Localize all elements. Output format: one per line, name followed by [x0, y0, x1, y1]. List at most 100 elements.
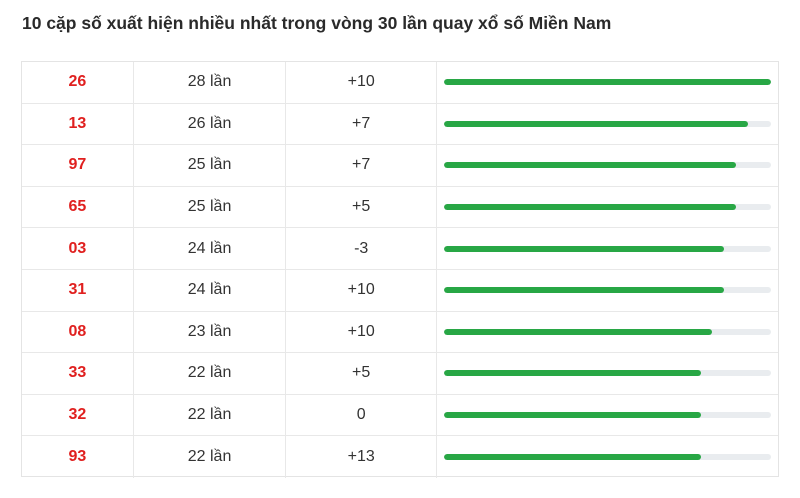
lottery-number: 32 — [68, 406, 87, 424]
progress-track — [444, 287, 771, 294]
change-cell: +10 — [286, 311, 437, 353]
progress-track — [444, 204, 771, 211]
progress-track — [444, 412, 771, 419]
progress-cell — [437, 104, 778, 145]
number-cell: 33 — [22, 353, 134, 394]
progress-cell — [437, 228, 778, 269]
progress-cell — [437, 312, 778, 353]
page-title: 10 cặp số xuất hiện nhiều nhất trong vòn… — [22, 13, 612, 33]
progress-cell — [437, 270, 778, 311]
number-cell: 65 — [22, 186, 134, 228]
times-cell: 25 lần — [134, 145, 287, 186]
progress-fill — [444, 328, 713, 335]
occurrence-count: 24 lần — [187, 239, 232, 257]
number-cell: 08 — [22, 311, 134, 353]
times-cell: 23 lần — [134, 311, 287, 353]
lottery-number: 13 — [68, 114, 87, 132]
number-cell: 26 — [22, 62, 134, 103]
lottery-number: 03 — [68, 239, 87, 257]
table-row: 97 25 lần +7 — [22, 145, 778, 187]
progress-fill — [444, 287, 725, 294]
progress-track — [444, 120, 771, 127]
number-cell: 32 — [22, 394, 134, 436]
lottery-number: 26 — [68, 73, 87, 91]
occurrence-count: 24 lần — [187, 281, 232, 299]
times-cell: 22 lần — [134, 353, 287, 394]
change-cell: +5 — [286, 186, 437, 228]
lottery-number: 97 — [68, 156, 87, 174]
progress-fill — [444, 204, 736, 211]
change-value: +10 — [347, 281, 375, 299]
progress-fill — [444, 245, 725, 252]
occurrence-count: 25 lần — [187, 156, 232, 174]
table-row: 03 24 lần -3 — [22, 228, 778, 270]
progress-cell — [437, 353, 778, 394]
change-value: +10 — [347, 73, 375, 91]
number-cell: 97 — [22, 145, 134, 186]
lottery-number: 08 — [68, 322, 87, 340]
change-value: +10 — [347, 322, 375, 340]
progress-fill — [444, 120, 748, 127]
table-row: 31 24 lần +10 — [22, 269, 778, 312]
progress-fill — [444, 412, 702, 419]
change-cell: 0 — [286, 394, 437, 436]
progress-track — [444, 328, 771, 335]
times-cell: 28 lần — [134, 62, 287, 103]
times-cell: 22 lần — [134, 436, 287, 478]
times-cell: 26 lần — [134, 103, 287, 145]
occurrence-count: 28 lần — [187, 73, 232, 91]
change-value: +13 — [347, 448, 375, 466]
number-cell: 03 — [22, 228, 134, 269]
times-cell: 24 lần — [134, 228, 287, 269]
table-row: 65 25 lần +5 — [22, 186, 778, 229]
change-value: 0 — [356, 406, 366, 424]
table-row: 08 23 lần +10 — [22, 311, 778, 354]
occurrence-count: 26 lần — [187, 114, 232, 132]
table-row: 13 26 lần +7 — [22, 103, 778, 146]
number-cell: 93 — [22, 436, 134, 478]
lottery-number: 93 — [68, 448, 87, 466]
change-value: +5 — [352, 364, 371, 382]
change-cell: +7 — [286, 103, 437, 145]
table-row: 33 22 lần +5 — [22, 353, 778, 395]
progress-fill — [444, 162, 736, 169]
progress-fill — [444, 79, 771, 86]
change-cell: +13 — [286, 436, 437, 478]
progress-cell — [437, 62, 778, 103]
change-cell: +5 — [286, 353, 437, 394]
lottery-number: 65 — [68, 198, 87, 216]
occurrence-count: 23 lần — [187, 322, 232, 340]
change-value: +7 — [352, 156, 371, 174]
progress-cell — [437, 395, 778, 436]
change-cell: +7 — [286, 145, 437, 186]
occurrence-count: 25 lần — [187, 198, 232, 216]
occurrence-count: 22 lần — [187, 364, 232, 382]
change-value: -3 — [354, 239, 369, 257]
progress-cell — [437, 145, 778, 186]
progress-track — [444, 162, 771, 169]
table-row: 32 22 lần 0 — [22, 394, 778, 437]
progress-cell — [437, 187, 778, 228]
progress-fill — [444, 454, 702, 461]
progress-track — [444, 370, 771, 377]
frequency-table: 26 28 lần +10 13 26 lần +7 97 25 lần +7 65 25 lần +… — [21, 61, 779, 478]
lottery-number: 33 — [68, 364, 87, 382]
change-cell: -3 — [286, 228, 437, 269]
number-cell: 13 — [22, 103, 134, 145]
progress-track — [444, 454, 771, 461]
progress-cell — [437, 436, 778, 478]
times-cell: 22 lần — [134, 394, 287, 436]
times-cell: 25 lần — [134, 186, 287, 228]
occurrence-count: 22 lần — [187, 406, 232, 424]
table-row: 26 28 lần +10 — [22, 62, 778, 104]
lottery-number: 31 — [68, 281, 87, 299]
times-cell: 24 lần — [134, 269, 287, 311]
change-cell: +10 — [286, 269, 437, 311]
number-cell: 31 — [22, 269, 134, 311]
progress-track — [444, 245, 771, 252]
table-row: 93 22 lần +13 — [22, 436, 778, 478]
change-value: +5 — [352, 198, 371, 216]
progress-track — [444, 79, 771, 86]
progress-fill — [444, 370, 702, 377]
change-value: +7 — [352, 114, 371, 132]
